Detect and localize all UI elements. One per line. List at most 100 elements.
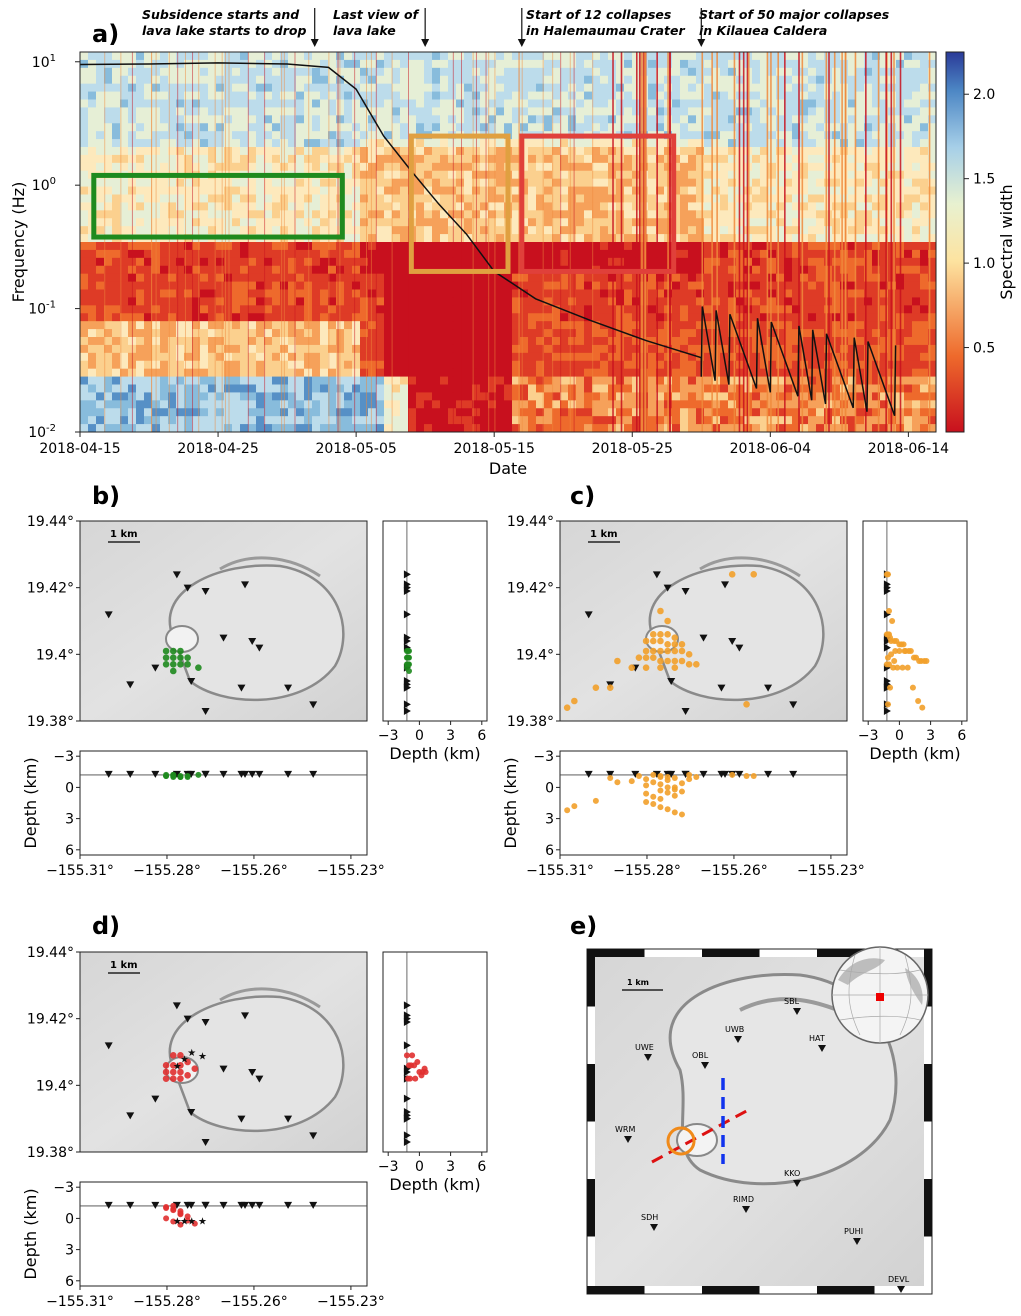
spectrogram-cell: [400, 242, 409, 251]
spectrogram-cell: [360, 353, 369, 362]
spectrogram-cell: [552, 76, 561, 85]
spectrogram-cell: [544, 68, 553, 77]
spectrogram-cell: [376, 155, 385, 164]
spectrogram-cell: [112, 424, 121, 433]
spectrogram-cell: [440, 250, 449, 259]
spectrogram-cell: [160, 274, 169, 283]
spectrogram-cell: [264, 52, 273, 61]
spectrogram-cell: [264, 297, 273, 306]
spectrogram-cell: [544, 242, 553, 251]
spectrogram-cell: [104, 258, 113, 267]
spectrogram-cell: [344, 218, 353, 227]
spectrogram-cell: [88, 242, 97, 251]
spectrogram-cell: [264, 107, 273, 116]
spectrogram-cell: [432, 385, 441, 394]
spectrogram-cell: [384, 329, 393, 338]
spectrogram-cell: [616, 60, 625, 69]
spectrogram-cell: [528, 250, 537, 259]
spectrogram-cell: [80, 115, 89, 124]
spectrogram-cell: [552, 147, 561, 156]
spectrogram-cell: [432, 297, 441, 306]
spectrogram-cell: [216, 218, 225, 227]
spectrogram-cell: [272, 321, 281, 330]
spectrogram-cell: [688, 400, 697, 409]
spectrogram-cell: [456, 392, 465, 401]
spectrogram-cell: [272, 123, 281, 132]
spectrogram-cell: [376, 321, 385, 330]
spectrogram-cell: [136, 392, 145, 401]
spectrogram-cell: [344, 92, 353, 101]
spectrogram-cell: [136, 242, 145, 251]
spectrogram-cell: [432, 282, 441, 291]
spectrogram-cell: [192, 329, 201, 338]
spectrogram-cell: [296, 408, 305, 417]
spectrogram-cell: [216, 274, 225, 283]
spectrogram-cell: [368, 408, 377, 417]
spectrogram-cell: [392, 139, 401, 148]
spectrogram-cell: [704, 60, 713, 69]
spectrogram-cell: [800, 107, 809, 116]
spectrogram-cell: [712, 187, 721, 196]
spectrogram-cell: [752, 282, 761, 291]
spectrogram-cell: [856, 195, 865, 204]
spectrogram-cell: [888, 107, 897, 116]
spectrogram-cell: [312, 195, 321, 204]
spectrogram-cell: [216, 100, 225, 109]
spectrogram-cell: [544, 250, 553, 259]
spectrogram-cell: [352, 369, 361, 378]
spectrogram-cell: [296, 424, 305, 433]
spectrogram-cell: [520, 274, 529, 283]
spectrogram-cell: [728, 107, 737, 116]
spectrogram-cell: [528, 52, 537, 61]
spectrogram-cell: [96, 266, 105, 275]
spectrogram-cell: [416, 353, 425, 362]
spectrogram-cell: [136, 123, 145, 132]
spectrogram-cell: [104, 123, 113, 132]
spectrogram-cell: [264, 369, 273, 378]
spectrogram-cell: [344, 234, 353, 243]
spectrogram-cell: [112, 84, 121, 93]
spectrogram-cell: [112, 123, 121, 132]
spectrogram-cell: [808, 226, 817, 235]
spectrogram-cell: [248, 337, 257, 346]
spectrogram-cell: [392, 187, 401, 196]
spectrogram-cell: [424, 100, 433, 109]
spectrogram-cell: [728, 60, 737, 69]
spectrogram-cell: [200, 321, 209, 330]
spectrogram-cell: [96, 218, 105, 227]
spectrogram-cell: [304, 131, 313, 140]
spectrogram-cell: [344, 282, 353, 291]
spectrogram-cell: [560, 345, 569, 354]
spectrogram-cell: [712, 123, 721, 132]
spectrogram-cell: [720, 123, 729, 132]
spectrogram-cell: [584, 52, 593, 61]
spectrogram-cell: [672, 377, 681, 386]
spectrogram-cell: [160, 377, 169, 386]
spectrogram-cell: [592, 329, 601, 338]
spectrogram-cell: [528, 218, 537, 227]
spectrogram-cell: [776, 416, 785, 425]
spectrogram-cell: [856, 313, 865, 322]
spectrogram-cell: [816, 258, 825, 267]
spectrogram-cell: [368, 242, 377, 251]
spectrogram-cell: [856, 361, 865, 370]
spectrogram-cell: [496, 218, 505, 227]
spectrogram-cell: [560, 171, 569, 180]
spectrogram-cell: [624, 385, 633, 394]
spectrogram-cell: [216, 76, 225, 85]
spectrogram-cell: [296, 274, 305, 283]
spectrogram-cell: [544, 424, 553, 433]
spectrogram-cell: [528, 408, 537, 417]
spectrogram-cell: [320, 337, 329, 346]
spectrogram-cell: [312, 266, 321, 275]
spectrogram-cell: [376, 329, 385, 338]
spectrogram-cell: [528, 274, 537, 283]
spectrogram-cell: [376, 305, 385, 314]
spectrogram-cell: [432, 392, 441, 401]
spectrogram-cell: [136, 226, 145, 235]
spectrogram-cell: [440, 424, 449, 433]
spectrogram-cell: [416, 258, 425, 267]
spectrogram-cell: [616, 305, 625, 314]
spectrogram-cell: [392, 353, 401, 362]
spectrogram-cell: [520, 353, 529, 362]
